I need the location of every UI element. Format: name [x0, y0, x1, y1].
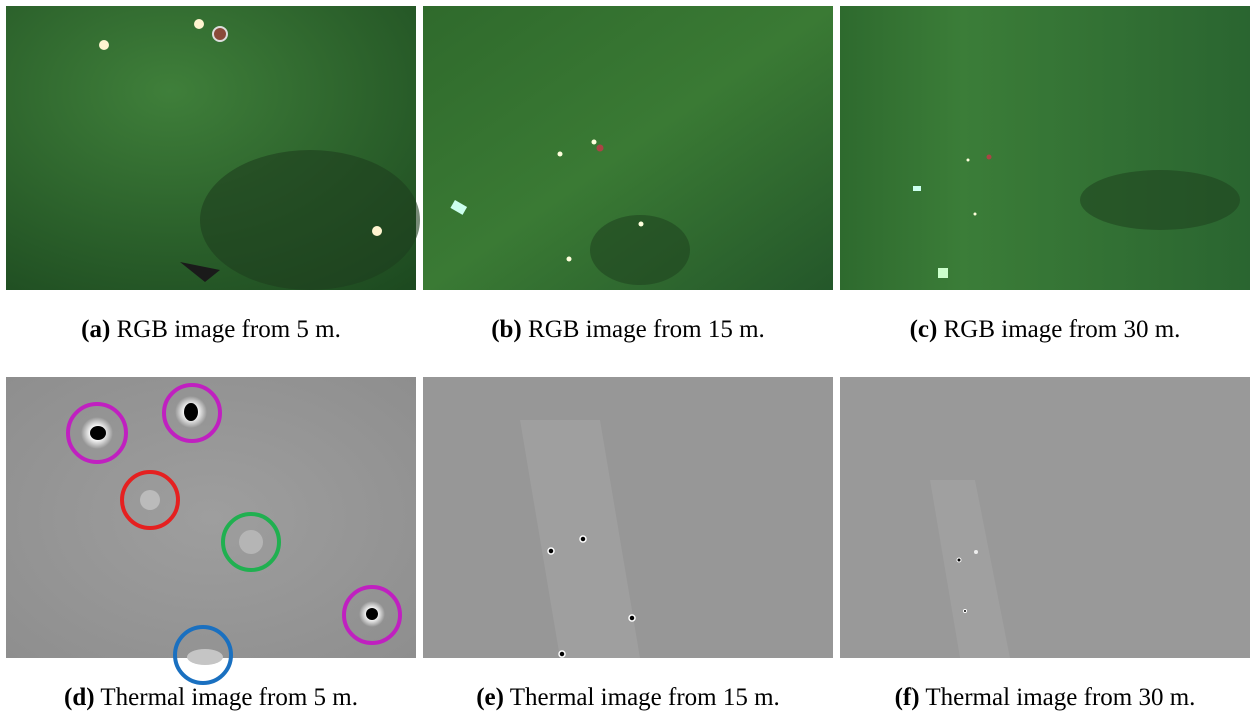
object [99, 40, 109, 50]
shadow [1080, 170, 1240, 230]
object [372, 226, 382, 236]
object [913, 186, 921, 191]
caption-text: RGB image from 30 m. [944, 316, 1181, 343]
object [187, 649, 223, 665]
hot-spot [559, 651, 565, 657]
hot-spot [629, 615, 635, 621]
caption: (d) Thermal image from 5 m. [6, 684, 416, 712]
caption-text: RGB image from 5 m. [117, 316, 341, 343]
figure-page: (a) RGB image from 5 m. (b) RGB image fr… [0, 0, 1250, 723]
object [239, 530, 263, 554]
caption-text: Thermal image from 5 m. [100, 684, 358, 711]
caption: (f) Thermal image from 30 m. [840, 684, 1250, 712]
panel-label: (e) [476, 684, 504, 711]
caption-text: Thermal image from 30 m. [925, 684, 1195, 711]
panel-label: (b) [491, 316, 522, 343]
object [974, 213, 977, 216]
figure-images [0, 0, 1250, 723]
object [558, 152, 563, 157]
caption: (a) RGB image from 5 m. [6, 316, 416, 344]
hot-spot [974, 550, 978, 554]
object [194, 19, 204, 29]
object [597, 145, 604, 152]
thermal-image [840, 377, 1250, 658]
rgb-image [840, 6, 1250, 290]
hot-spot [366, 608, 378, 620]
caption-text: Thermal image from 15 m. [510, 684, 780, 711]
object [213, 27, 227, 41]
caption: (e) Thermal image from 15 m. [423, 684, 833, 712]
object [140, 490, 160, 510]
object [938, 268, 948, 278]
object [639, 222, 644, 227]
panel-label: (f) [895, 684, 920, 711]
object [967, 159, 970, 162]
hot-spot [964, 610, 967, 613]
hot-spot [548, 548, 554, 554]
hot-spot [580, 536, 586, 542]
hot-spot [90, 426, 106, 440]
caption: (c) RGB image from 30 m. [840, 316, 1250, 344]
object [592, 140, 597, 145]
shadow [200, 150, 420, 290]
hot-spot [957, 558, 961, 562]
caption: (b) RGB image from 15 m. [423, 316, 833, 344]
caption-text: RGB image from 15 m. [528, 316, 765, 343]
thermal-image [6, 377, 416, 658]
object [567, 257, 572, 262]
panel-label: (c) [910, 316, 938, 343]
panel-label: (d) [64, 684, 95, 711]
hot-spot [184, 403, 198, 421]
panel-label: (a) [81, 316, 110, 343]
object [987, 155, 992, 160]
